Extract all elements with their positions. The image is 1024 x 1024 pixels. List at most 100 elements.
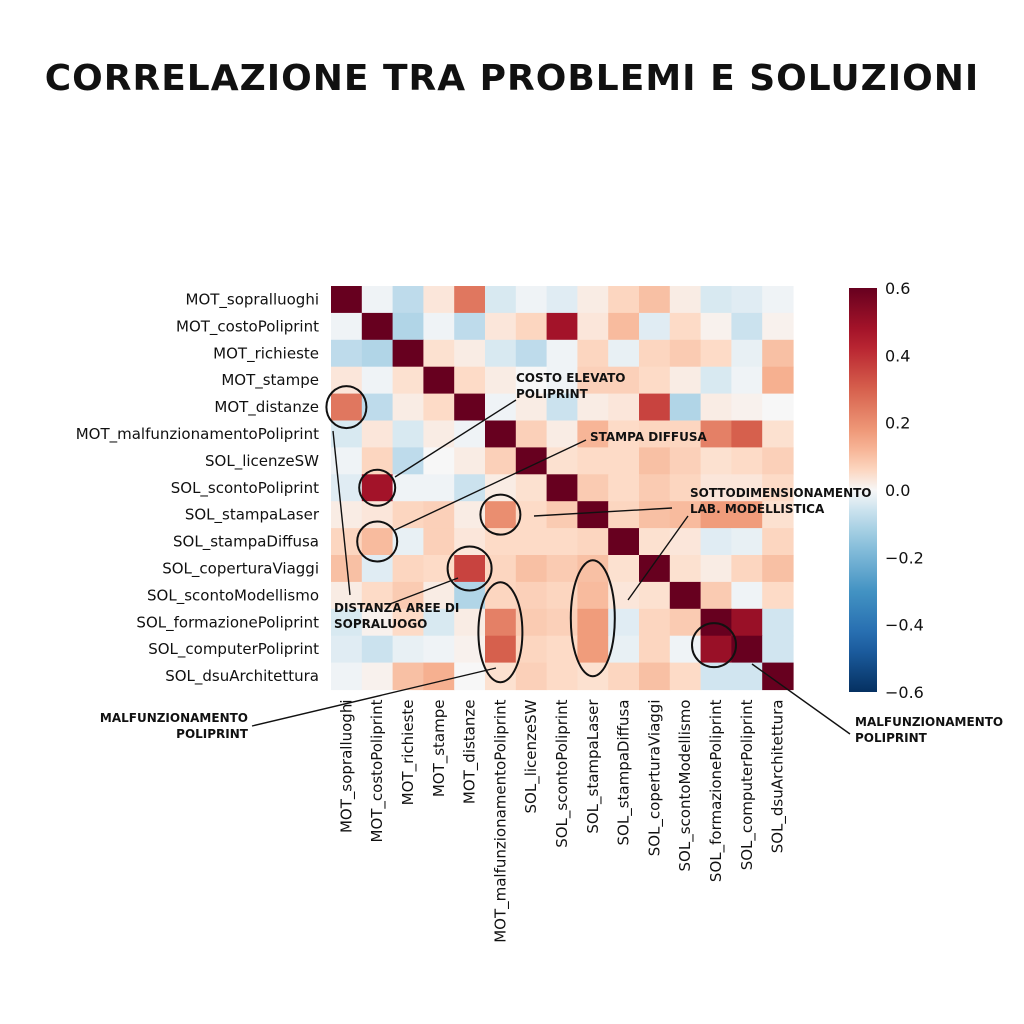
heatmap-cell bbox=[700, 501, 732, 529]
heatmap-cell bbox=[546, 555, 578, 583]
heatmap-cell bbox=[546, 339, 578, 368]
row-label: SOL_stampaLaser bbox=[185, 506, 320, 525]
heatmap-cell bbox=[392, 312, 424, 341]
row-label: SOL_dsuArchitettura bbox=[165, 667, 319, 686]
heatmap-cell bbox=[392, 581, 424, 610]
heatmap-cell bbox=[392, 501, 424, 529]
annotation-circle bbox=[569, 559, 616, 678]
heatmap-cell bbox=[361, 339, 394, 368]
annotation-label: POLIPRINT bbox=[855, 731, 928, 745]
annotation-circle bbox=[358, 468, 397, 507]
annotation-line bbox=[394, 399, 517, 478]
row-label: MOT_distanze bbox=[214, 398, 319, 417]
heatmap-cell bbox=[546, 447, 578, 475]
heatmap-cell bbox=[577, 366, 609, 395]
heatmap-cell bbox=[546, 286, 578, 314]
heatmap-cell bbox=[608, 662, 640, 691]
heatmap-cell bbox=[546, 474, 578, 502]
heatmap-cell bbox=[331, 608, 363, 637]
row-label: MOT_malfunzionamentoPoliprint bbox=[76, 425, 319, 444]
heatmap-cell bbox=[608, 528, 640, 556]
annotation-label: LAB. MODELLISTICA bbox=[690, 502, 825, 516]
heatmap-cell bbox=[454, 555, 486, 583]
column-label: SOL_scontoModellismo bbox=[676, 700, 695, 872]
heatmap-cell bbox=[515, 420, 548, 448]
row-label: MOT_sopralluoghi bbox=[186, 290, 320, 309]
heatmap-cell bbox=[331, 286, 363, 314]
heatmap-cell bbox=[577, 635, 609, 664]
heatmap-cell bbox=[639, 501, 671, 529]
heatmap-cell bbox=[515, 474, 548, 502]
heatmap-cell bbox=[331, 662, 363, 691]
heatmap-cell bbox=[392, 608, 424, 637]
heatmap-cell bbox=[361, 662, 394, 691]
column-label: MOT_costoPoliprint bbox=[368, 699, 387, 842]
heatmap-cell bbox=[515, 286, 548, 314]
heatmap-cell bbox=[423, 286, 455, 314]
heatmap-cell bbox=[700, 555, 732, 583]
heatmap-cell bbox=[762, 286, 794, 314]
heatmap-cell bbox=[700, 635, 732, 664]
heatmap-cell bbox=[392, 393, 424, 422]
heatmap-cell bbox=[639, 447, 671, 475]
row-label: MOT_costoPoliprint bbox=[176, 317, 319, 336]
heatmap-cell bbox=[577, 501, 609, 529]
heatmap-cell bbox=[762, 662, 794, 691]
heatmap-cell bbox=[485, 447, 517, 475]
heatmap-cell bbox=[669, 286, 702, 314]
heatmap-cell bbox=[546, 662, 578, 691]
heatmap-cell bbox=[669, 393, 702, 422]
heatmap-cell bbox=[423, 339, 455, 368]
heatmap-cell bbox=[546, 528, 578, 556]
heatmap-cell bbox=[515, 339, 548, 368]
heatmap-cell bbox=[731, 339, 763, 368]
heatmap-cell bbox=[608, 312, 640, 341]
heatmap-cell bbox=[577, 339, 609, 368]
heatmap-cell bbox=[485, 366, 517, 395]
heatmap-cell bbox=[731, 286, 763, 314]
annotation-circle bbox=[479, 493, 522, 536]
row-label: SOL_computerPoliprint bbox=[148, 640, 319, 659]
heatmap-cell bbox=[669, 555, 702, 583]
heatmap-cell bbox=[700, 581, 732, 610]
heatmap-cell bbox=[700, 528, 732, 556]
heatmap-cell bbox=[608, 286, 640, 314]
heatmap-cell bbox=[669, 339, 702, 368]
heatmap-cell bbox=[454, 447, 486, 475]
heatmap-cell bbox=[700, 447, 732, 475]
column-label: SOL_computerPoliprint bbox=[738, 699, 757, 870]
heatmap-cell bbox=[392, 474, 424, 502]
heatmap-cell bbox=[762, 528, 794, 556]
heatmap-cell bbox=[731, 312, 763, 341]
heatmap-cell bbox=[639, 581, 671, 610]
heatmap-cell bbox=[423, 312, 455, 341]
column-label: SOL_stampaDiffusa bbox=[615, 700, 634, 846]
heatmap-cell bbox=[639, 393, 671, 422]
heatmap-cell bbox=[731, 555, 763, 583]
heatmap-cell bbox=[331, 339, 363, 368]
heatmap-cell bbox=[485, 608, 517, 637]
heatmap-cell bbox=[731, 608, 763, 637]
colorbar-tick-label: −0.4 bbox=[885, 616, 924, 635]
heatmap-cell bbox=[577, 474, 609, 502]
heatmap-cell bbox=[485, 420, 517, 448]
colorbar-tick-label: −0.2 bbox=[885, 548, 924, 567]
heatmap-cell bbox=[639, 286, 671, 314]
heatmap-cell bbox=[546, 608, 578, 637]
annotation-label: COSTO ELEVATO bbox=[516, 371, 625, 385]
heatmap-cell bbox=[700, 420, 732, 448]
heatmap-cell bbox=[762, 339, 794, 368]
colorbar-tick-label: −0.6 bbox=[885, 683, 924, 702]
heatmap-cell bbox=[731, 581, 763, 610]
heatmap-cell bbox=[423, 420, 455, 448]
heatmap-cell bbox=[731, 447, 763, 475]
heatmap-cell bbox=[669, 528, 702, 556]
heatmap-cell bbox=[361, 608, 394, 637]
heatmap-cell bbox=[423, 366, 455, 395]
annotation-label: SOPRALUOGO bbox=[334, 617, 427, 631]
heatmap-cell bbox=[577, 581, 609, 610]
heatmap-cell bbox=[423, 501, 455, 529]
heatmap-cell bbox=[731, 501, 763, 529]
heatmap-cell bbox=[731, 635, 763, 664]
column-label: MOT_richieste bbox=[399, 700, 418, 806]
